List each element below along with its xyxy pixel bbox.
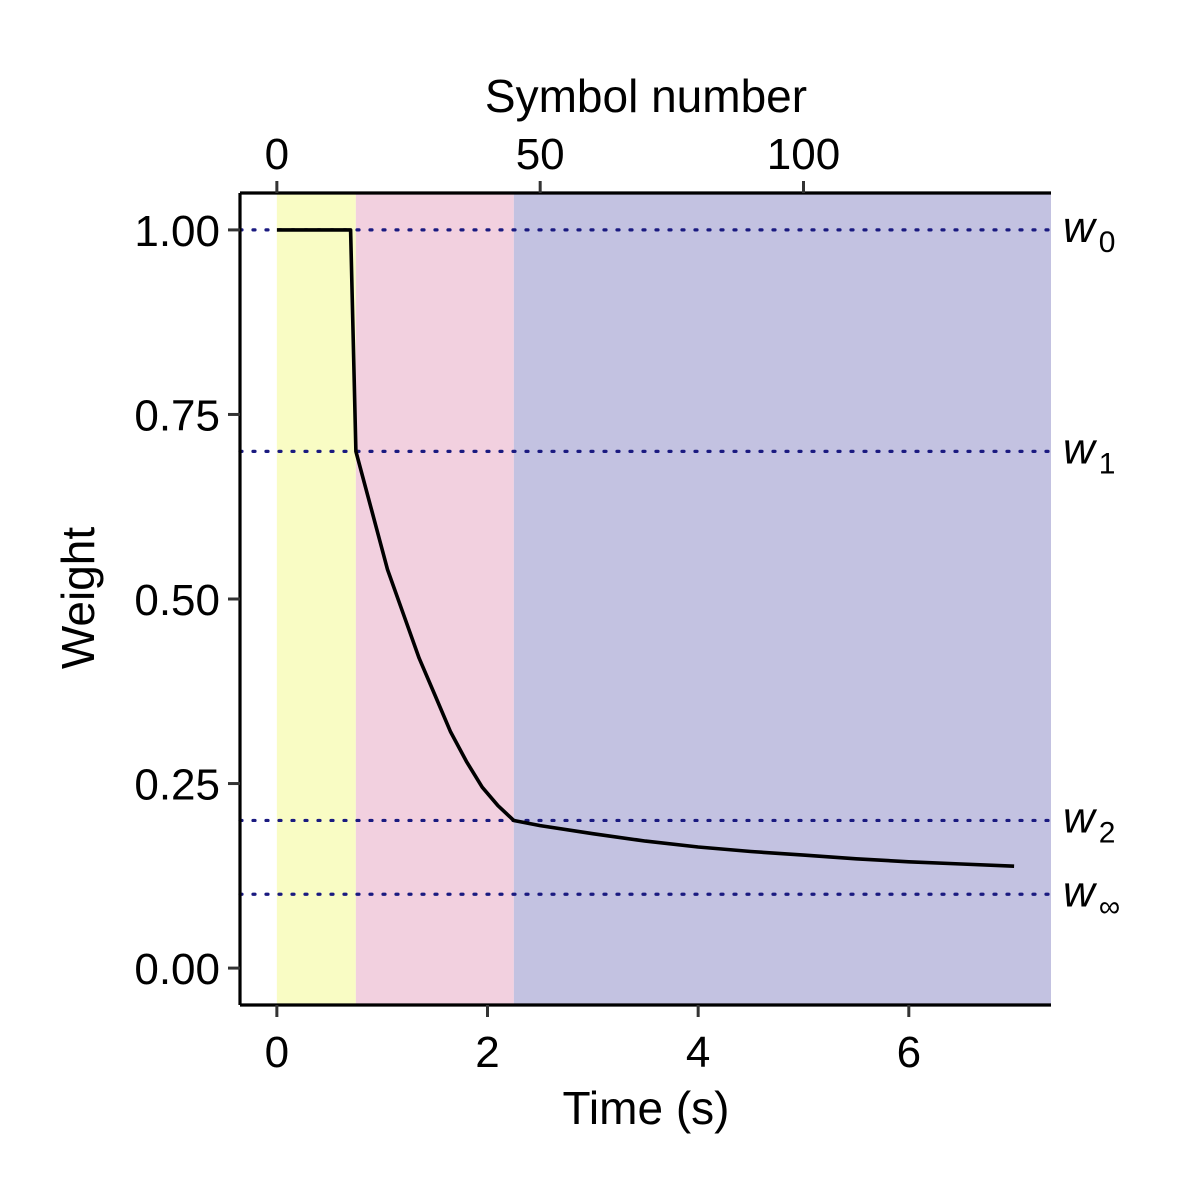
y-tick-label: 0.75 (134, 391, 220, 440)
region-3 (513, 193, 1051, 1005)
reference-labels: w 0 w 1 w 2 w ∞ (1063, 203, 1120, 923)
x-tick-label: 6 (897, 1028, 921, 1077)
reference-label-4: w ∞ (1063, 867, 1120, 923)
top-tick-label: 100 (767, 130, 840, 179)
reference-lines (238, 228, 1053, 896)
x-tick-label: 2 (475, 1028, 499, 1077)
reference-label-subscript: 2 (1099, 816, 1116, 849)
reference-label-subscript: 0 (1099, 226, 1116, 259)
reference-label-subscript: 1 (1099, 447, 1116, 480)
shaded-regions (276, 193, 1051, 1005)
y-tick-label: 1.00 (134, 207, 220, 256)
series-group (276, 228, 1015, 868)
top-axis-title: Symbol number (485, 70, 807, 122)
y-tick-label: 0.25 (134, 761, 220, 810)
x-axis-title: Time (s) (563, 1082, 730, 1134)
x-tick-label: 0 (265, 1028, 289, 1077)
y-tick-label: 0.00 (134, 945, 220, 994)
series-line-1 (276, 228, 1015, 868)
region-2 (355, 193, 514, 1005)
x-tick-label: 4 (686, 1028, 710, 1077)
top-tick-label: 0 (265, 130, 289, 179)
ticks: 0 2 4 6 0 50 100 0.00 0.25 0.50 0.75 1.00 (134, 130, 921, 1077)
region-1 (276, 193, 356, 1005)
reference-label-subscript: ∞ (1099, 890, 1120, 923)
y-tick-label: 0.50 (134, 576, 220, 625)
top-tick-label: 50 (516, 130, 565, 179)
y-axis-title: Weight (52, 527, 104, 670)
